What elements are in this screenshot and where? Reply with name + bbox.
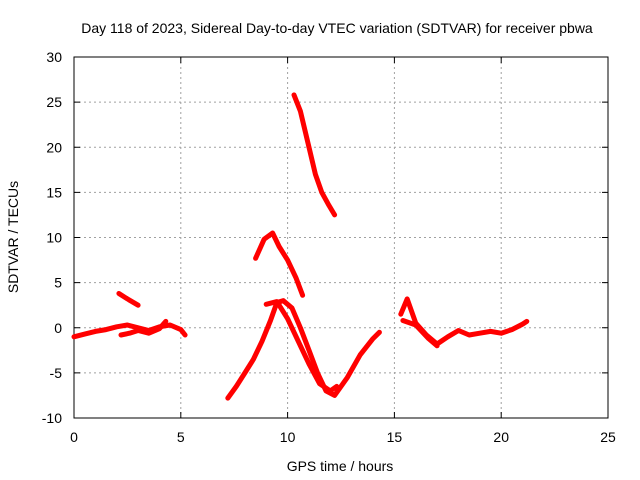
grid xyxy=(74,57,608,418)
series-track-5 xyxy=(253,230,306,298)
series-track-2 xyxy=(116,291,141,308)
x-tick-label: 15 xyxy=(387,429,403,445)
series-track-1 xyxy=(71,322,188,340)
y-tick-label: 20 xyxy=(46,139,62,155)
y-tick-label: -10 xyxy=(42,410,62,426)
y-tick-label: 0 xyxy=(54,320,62,336)
x-tick-label: 0 xyxy=(70,429,78,445)
tick-labels: 0 5 10 15 20 25 -10 -5 0 5 10 15 20 25 30 xyxy=(42,49,616,445)
y-tick-label: 25 xyxy=(46,94,62,110)
x-tick-label: 5 xyxy=(177,429,185,445)
y-tick-label: 15 xyxy=(46,184,62,200)
series-track-8 xyxy=(398,296,530,347)
y-tick-label: 5 xyxy=(54,275,62,291)
chart-title: Day 118 of 2023, Sidereal Day-to-day VTE… xyxy=(81,20,593,36)
y-tick-label: 10 xyxy=(46,230,62,246)
series-track-9 xyxy=(400,318,440,349)
series-track-6 xyxy=(263,299,340,394)
y-tick-label: 30 xyxy=(46,49,62,65)
x-axis-label: GPS time / hours xyxy=(287,458,394,474)
axis-ticks xyxy=(73,56,609,419)
y-axis-label: SDTVAR / TECUs xyxy=(5,181,21,293)
x-tick-label: 20 xyxy=(493,429,509,445)
series-track-3 xyxy=(118,318,169,338)
data-series xyxy=(71,92,530,401)
y-tick-label: -5 xyxy=(50,365,63,381)
series-track-4 xyxy=(225,298,382,401)
x-tick-label: 10 xyxy=(280,429,296,445)
series-track-7 xyxy=(291,92,338,218)
x-tick-label: 25 xyxy=(600,429,616,445)
